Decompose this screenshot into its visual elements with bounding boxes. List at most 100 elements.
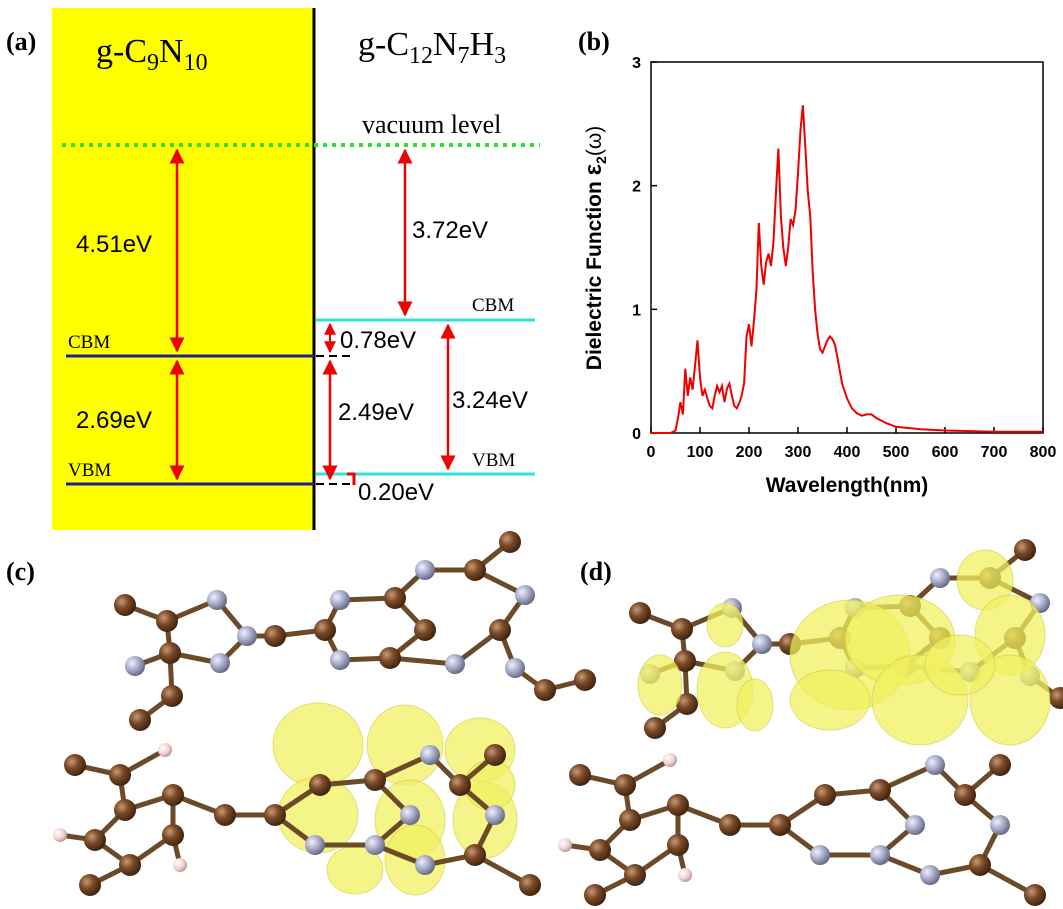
molecule-c-lower [53, 743, 541, 896]
nitrogen-atom [920, 865, 940, 885]
vbm-offset-value: 0.20eV [358, 479, 434, 506]
carbon-atom [1024, 884, 1046, 906]
y-tick-label: 1 [632, 302, 641, 319]
nitrogen-atom [445, 654, 465, 674]
left-material-background [52, 8, 314, 530]
carbon-atom [114, 799, 136, 821]
y-axis-title: Dielectric Function ε2(ω) [580, 126, 609, 370]
carbon-atom [414, 619, 436, 641]
nitrogen-atom [305, 835, 325, 855]
carbon-atom [644, 717, 666, 739]
carbon-atom [629, 602, 651, 624]
carbon-atom [624, 864, 646, 886]
carbon-atom [484, 744, 506, 766]
carbon-atom [869, 779, 891, 801]
nitrogen-atom [330, 590, 350, 610]
isosurface-d [637, 549, 1051, 746]
x-tick-label: 400 [834, 444, 861, 461]
hydrogen-atom [173, 858, 187, 872]
hydrogen-atom [558, 838, 572, 852]
carbon-atom [84, 829, 106, 851]
carbon-atom [464, 844, 486, 866]
nitrogen-atom [237, 626, 257, 646]
carbon-atom [589, 839, 611, 861]
panel-label-a: (a) [6, 27, 36, 56]
hydrogen-atom [678, 868, 692, 882]
structure-panel-d: (d) [558, 539, 1063, 906]
nitrogen-atom [415, 855, 435, 875]
carbon-atom [264, 804, 286, 826]
nitrogen-atom [925, 755, 945, 775]
x-tick-label: 300 [785, 444, 812, 461]
nitrogen-atom [420, 745, 440, 765]
carbon-atom [534, 679, 556, 701]
right-work-function-value: 3.72eV [412, 217, 488, 244]
spectrum-series-line [651, 105, 1043, 434]
hydrogen-atom [53, 828, 67, 842]
right-gap-value: 3.24eV [452, 387, 528, 414]
nitrogen-atom [930, 568, 950, 588]
carbon-atom [214, 804, 236, 826]
carbon-atom [364, 769, 386, 791]
x-tick-label: 200 [736, 444, 763, 461]
hydrogen-atom [663, 753, 677, 767]
panel-label-b: (b) [578, 27, 610, 56]
carbon-atom [119, 854, 141, 876]
nitrogen-atom [207, 590, 227, 610]
inner-gap-value: 2.49eV [338, 399, 414, 426]
y-tick-label: 3 [632, 55, 641, 72]
carbon-atom [156, 610, 178, 632]
spectrum-panel: (b) 0 100 200 300 400 500 600 700 800 0 1 2 3 Wavel… [578, 27, 1056, 497]
carbon-atom [814, 784, 836, 806]
plot-frame [650, 61, 1044, 434]
y-tick-label: 2 [632, 179, 641, 196]
carbon-atom [676, 693, 698, 715]
carbon-atom [499, 531, 521, 553]
nitrogen-atom [415, 560, 435, 580]
cbm-offset-value: 0.78eV [340, 327, 416, 354]
carbon-atom [464, 559, 486, 581]
structure-panel-c: (c) [6, 531, 596, 896]
carbon-atom [309, 774, 331, 796]
carbon-atom [384, 587, 406, 609]
carbon-atom [161, 685, 183, 707]
nitrogen-atom [752, 634, 772, 654]
carbon-atom [162, 824, 184, 846]
carbon-atom [162, 784, 184, 806]
nitrogen-atom [485, 805, 505, 825]
carbon-atom [314, 619, 336, 641]
carbon-atom [969, 854, 991, 876]
carbon-atom [79, 874, 101, 896]
x-tick-label: 800 [1030, 444, 1057, 461]
vacuum-level-label: vacuum level [362, 110, 501, 139]
isosurface-lobe [924, 634, 996, 696]
carbon-atom [159, 642, 181, 664]
isosurface-lobe [637, 654, 683, 716]
nitrogen-atom [505, 658, 525, 678]
carbon-atom [769, 814, 791, 836]
left-work-function-value: 4.51eV [76, 231, 152, 258]
x-tick-label: 700 [981, 444, 1008, 461]
nitrogen-atom [990, 815, 1010, 835]
carbon-atom [129, 709, 151, 731]
hydrogen-atom [158, 743, 172, 757]
nitrogen-atom [400, 805, 420, 825]
isosurface-lobe [464, 759, 516, 811]
left-vbm-label: VBM [68, 460, 111, 481]
right-cbm-label: CBM [472, 295, 514, 316]
carbon-atom [667, 794, 689, 816]
nitrogen-atom [810, 845, 830, 865]
carbon-atom [574, 669, 596, 691]
carbon-atom [1049, 687, 1063, 709]
carbon-atom [954, 784, 976, 806]
carbon-atom [449, 774, 471, 796]
vbm-offset-bracket [347, 472, 356, 485]
isosurface-lobe [789, 669, 871, 731]
right-vbm-label: VBM [472, 450, 515, 471]
panel-label-c: (c) [6, 557, 35, 586]
isosurface-lobe [706, 602, 744, 648]
left-gap-value: 2.69eV [76, 407, 152, 434]
carbon-atom [989, 754, 1011, 776]
y-axis-ticks: 0 1 2 3 [632, 55, 657, 443]
left-material-title: g-C9N10 [96, 33, 208, 76]
